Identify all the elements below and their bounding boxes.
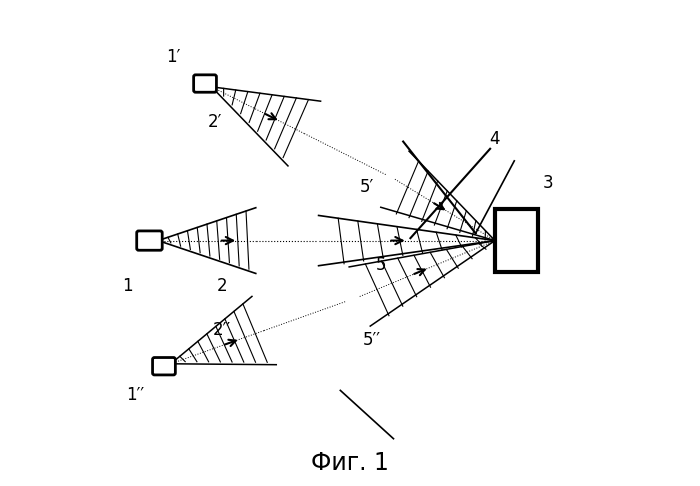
Bar bbox=[495, 209, 538, 272]
FancyBboxPatch shape bbox=[153, 358, 176, 375]
Text: 2′: 2′ bbox=[207, 113, 222, 131]
Text: 1′′: 1′′ bbox=[126, 386, 144, 404]
Text: 5′: 5′ bbox=[360, 178, 374, 196]
Text: 5′′: 5′′ bbox=[363, 330, 381, 348]
Text: 4: 4 bbox=[490, 130, 500, 148]
Text: 2′′: 2′′ bbox=[213, 321, 231, 339]
FancyBboxPatch shape bbox=[194, 75, 216, 92]
Text: 1: 1 bbox=[122, 278, 133, 295]
Text: 2: 2 bbox=[216, 278, 228, 295]
FancyBboxPatch shape bbox=[136, 231, 162, 250]
Text: Фиг. 1: Фиг. 1 bbox=[311, 451, 389, 475]
Text: 1′: 1′ bbox=[167, 48, 181, 66]
Text: 5: 5 bbox=[376, 256, 386, 274]
Text: 3: 3 bbox=[542, 174, 554, 191]
